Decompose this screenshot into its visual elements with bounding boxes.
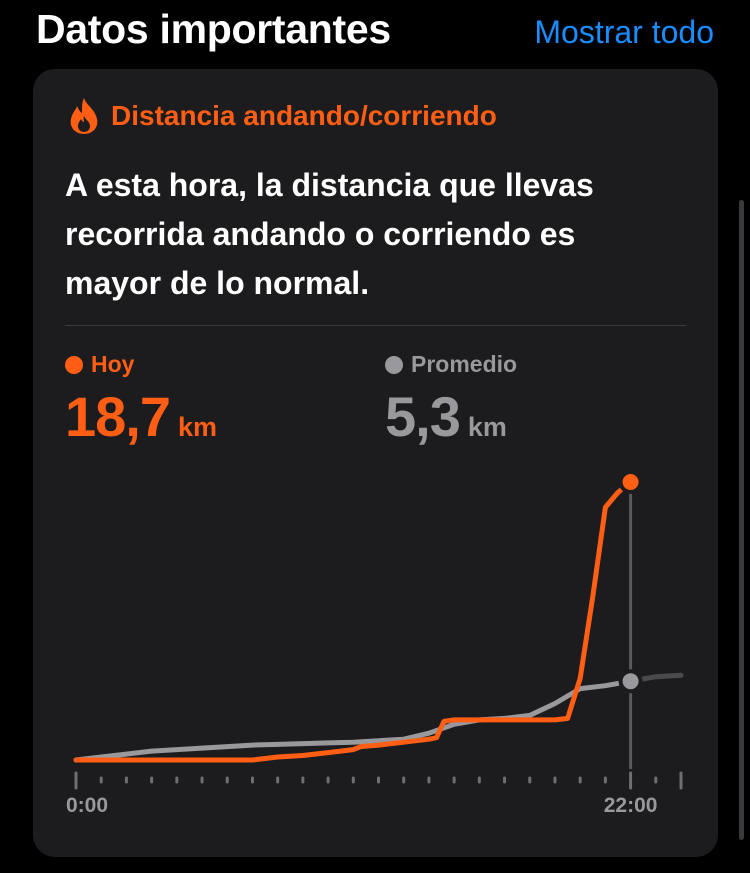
x-tick-label: 22:00 <box>604 794 658 817</box>
highlight-card[interactable]: Distancia andando/corriendo A esta hora,… <box>33 69 718 857</box>
average-number: 5,3 <box>385 385 461 448</box>
divider <box>65 325 686 326</box>
series-line <box>628 672 684 684</box>
today-stat: Hoy 18,7 km <box>65 351 217 449</box>
today-dot-icon <box>65 355 83 374</box>
today-legend: Hoy <box>65 351 217 378</box>
today-number: 18,7 <box>65 385 171 448</box>
scrollbar[interactable] <box>739 200 744 840</box>
section-title: Datos importantes <box>36 6 391 52</box>
card-header: Distancia andando/corriendo <box>67 97 497 135</box>
card-message: A esta hora, la distancia que llevas rec… <box>65 167 594 301</box>
average-label: Promedio <box>411 351 518 377</box>
average-stat: Promedio 5,3 km <box>385 351 517 449</box>
show-all-link[interactable]: Mostrar todo <box>534 14 714 50</box>
today-label: Hoy <box>91 351 135 377</box>
average-legend: Promedio <box>385 351 517 378</box>
series-point <box>618 669 643 694</box>
average-unit: km <box>467 412 507 442</box>
card-category: Distancia andando/corriendo <box>111 100 497 131</box>
today-value: 18,7 km <box>65 384 217 449</box>
series-line <box>73 678 634 763</box>
average-value: 5,3 km <box>385 384 517 449</box>
today-unit: km <box>178 412 218 442</box>
series-point <box>618 470 643 494</box>
flame-icon <box>70 98 98 134</box>
series-line <box>73 479 634 763</box>
x-tick-label: 0:00 <box>66 794 108 817</box>
average-dot-icon <box>385 355 403 374</box>
